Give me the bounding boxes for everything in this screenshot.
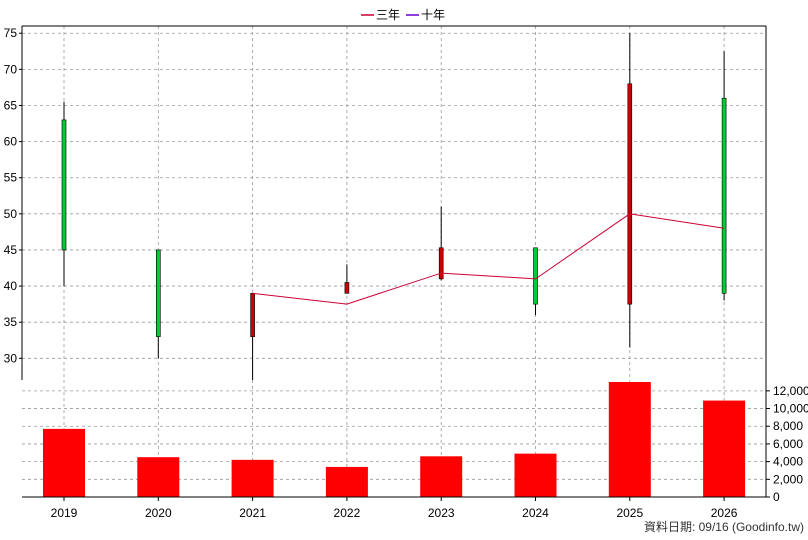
- candle-body-2024: [533, 247, 538, 305]
- x-tick-label: 2019: [51, 506, 78, 520]
- candle-body-2022: [344, 282, 350, 294]
- x-tick-label: 2020: [145, 506, 172, 520]
- candlesticks: [61, 33, 727, 380]
- x-tick-label: 2024: [522, 506, 549, 520]
- price-tick-label: 35: [4, 315, 18, 329]
- candle-body-2025: [627, 83, 633, 305]
- volume-tick-label: 0: [773, 490, 780, 504]
- axes: [21, 25, 767, 498]
- candle-body-2023: [438, 247, 444, 280]
- x-tick-label: 2023: [428, 506, 455, 520]
- volume-tick-label: 4,000: [773, 455, 803, 469]
- volume-bar-2021: [231, 459, 274, 497]
- price-tick-label: 75: [4, 26, 18, 40]
- volume-bars: [43, 382, 746, 497]
- price-tick-label: 50: [4, 207, 18, 221]
- price-tick-label: 60: [4, 135, 18, 149]
- x-tick-label: 2026: [711, 506, 738, 520]
- volume-tick-label: 2,000: [773, 472, 803, 486]
- price-tick-label: 55: [4, 171, 18, 185]
- volume-bar-2019: [43, 428, 85, 497]
- volume-bar-2026: [703, 400, 746, 497]
- volume-tick-label: 10,000: [773, 402, 808, 416]
- legend-label-三年: 三年: [376, 8, 400, 22]
- volume-bar-2024: [514, 453, 557, 497]
- volume-bar-2025: [608, 382, 651, 497]
- volume-tick-label: 8,000: [773, 419, 803, 433]
- price-tick-label: 70: [4, 62, 18, 76]
- price-tick-label: 30: [4, 351, 18, 365]
- legend: 三年 十年: [361, 8, 445, 22]
- volume-gridlines: [22, 390, 766, 480]
- series-line-三年: [252, 213, 725, 305]
- price-axis-ticks: 30 35 40 45 50 55 60 65 70 75: [4, 26, 22, 365]
- candle-body-2019: [61, 119, 67, 251]
- legend-label-十年: 十年: [421, 8, 445, 22]
- volume-bar-2022: [325, 466, 368, 497]
- volume-bar-2023: [420, 456, 463, 497]
- footer-source-date: 資料日期: 09/16 (Goodinfo.tw): [644, 520, 804, 534]
- price-tick-label: 40: [4, 279, 18, 293]
- x-tick-label: 2021: [239, 506, 266, 520]
- volume-tick-label: 12,000: [773, 384, 808, 398]
- price-tick-label: 45: [4, 243, 18, 257]
- candle-body-2026: [721, 97, 727, 294]
- volume-axis-ticks: 0 2,000 4,000 6,000 8,000 10,000 12,000: [766, 384, 808, 504]
- moving-average-lines: [252, 213, 725, 305]
- x-axis-ticks: 2019 2020 2021 2022 2023 2024 2025 2026: [51, 497, 738, 520]
- candle-body-2021: [250, 293, 255, 337]
- x-tick-label: 2025: [616, 506, 643, 520]
- price-tick-label: 65: [4, 98, 18, 112]
- volume-tick-label: 6,000: [773, 437, 803, 451]
- volume-bar-2020: [137, 457, 180, 497]
- x-tick-label: 2022: [334, 506, 361, 520]
- candle-body-2020: [156, 249, 161, 337]
